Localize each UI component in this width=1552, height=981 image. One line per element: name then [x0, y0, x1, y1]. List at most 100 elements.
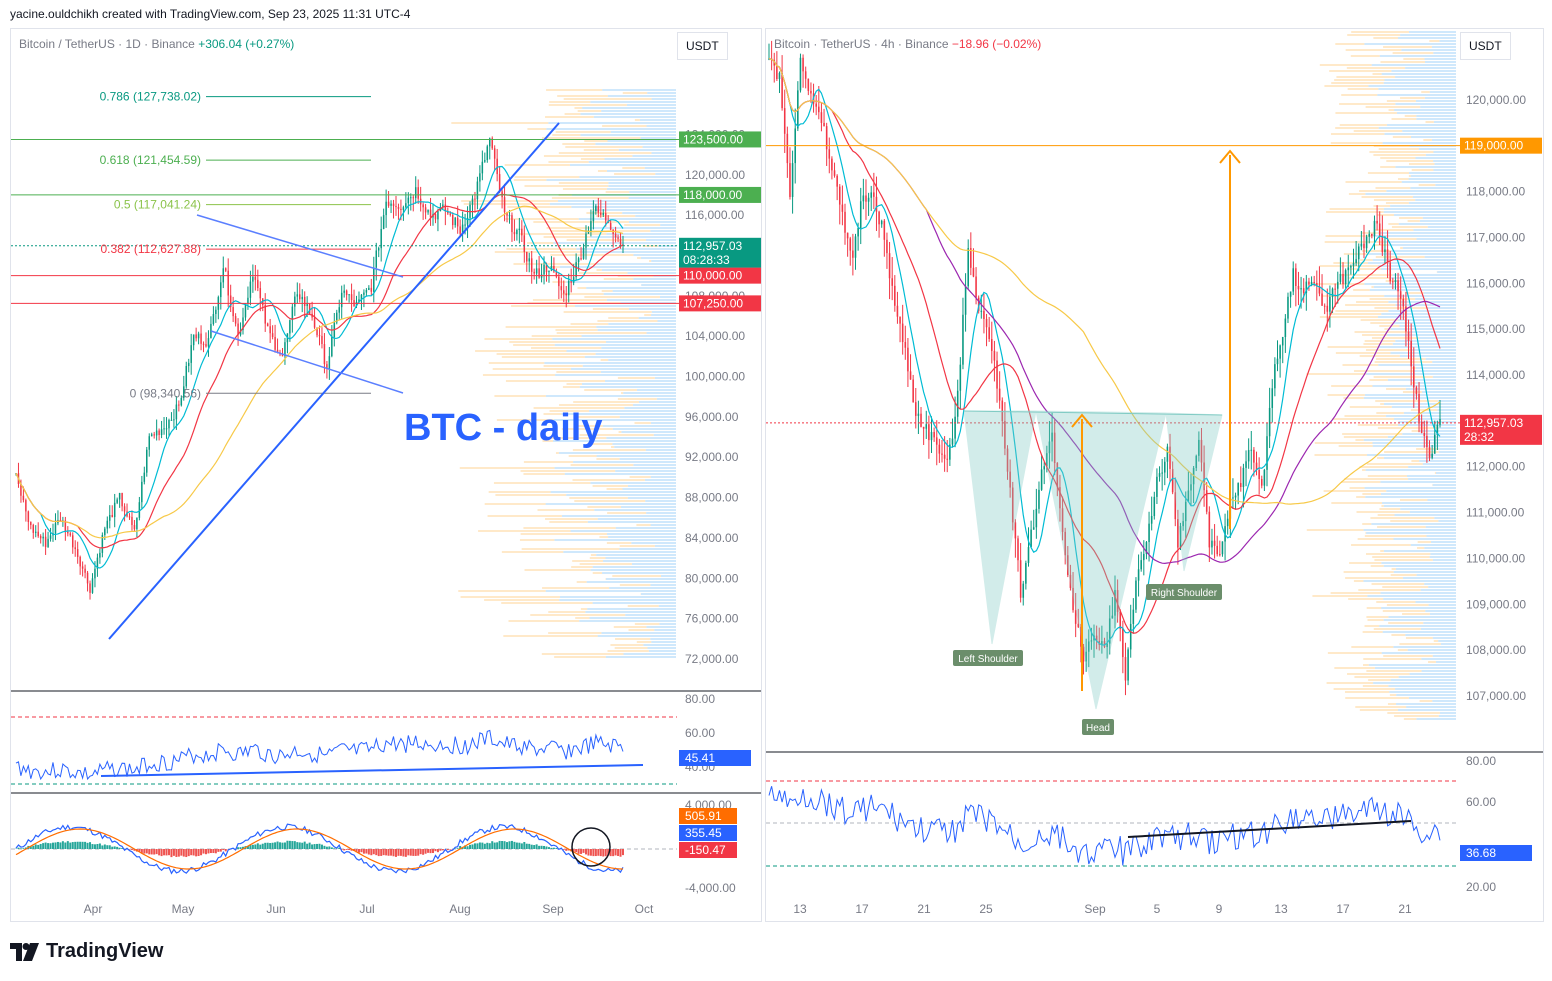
volume-profile-bar — [1386, 190, 1456, 192]
macd-histogram-bar — [34, 844, 37, 849]
candle-body — [1308, 281, 1310, 285]
macd-histogram-bar — [589, 849, 592, 856]
volume-profile-bar — [519, 233, 607, 235]
right-chart-svg[interactable]: 120,000.00118,000.00117,000.00116,000.00… — [766, 29, 1543, 921]
volume-profile-bar — [1425, 358, 1456, 360]
price-axis-tick: 112,000.00 — [1466, 460, 1525, 474]
candle-body — [94, 568, 96, 579]
volume-profile-bar — [1408, 466, 1456, 468]
volume-profile-bar — [1367, 595, 1456, 597]
volume-profile-bar — [592, 485, 628, 487]
volume-profile-bar — [1365, 349, 1411, 351]
time-axis-tick: 17 — [855, 902, 869, 916]
macd-histogram-bar — [402, 849, 405, 857]
volume-profile-bar — [1398, 676, 1456, 678]
macd-signal-line — [15, 828, 623, 870]
macd-histogram-bar — [584, 849, 587, 855]
volume-profile-bar — [543, 413, 562, 415]
candle-body — [1129, 623, 1132, 650]
volume-profile-bar — [1383, 82, 1456, 84]
candle-body — [592, 211, 595, 222]
candle-body — [1064, 531, 1066, 556]
candle-body — [786, 133, 789, 164]
volume-profile-bar — [1396, 694, 1456, 696]
volume-profile-bar — [1419, 220, 1456, 222]
volume-profile-bar — [576, 248, 676, 250]
volume-profile-bar — [548, 632, 602, 634]
candle-body — [862, 195, 865, 202]
volume-profile-bar — [1425, 526, 1456, 528]
volume-profile-bar — [1375, 400, 1438, 402]
volume-profile-bar — [1403, 718, 1417, 720]
price-label-text: 112,957.03 — [1464, 416, 1523, 430]
macd-histogram-bar — [276, 841, 279, 849]
macd-histogram-bar — [481, 842, 484, 849]
volume-profile-bar — [596, 455, 676, 457]
candle-body — [1048, 441, 1051, 454]
candle-body — [1397, 280, 1399, 292]
volume-profile-bar — [1366, 553, 1431, 555]
volume-profile-bar — [596, 458, 620, 460]
time-axis-tick: 5 — [1154, 902, 1161, 916]
candle-body — [1428, 447, 1431, 458]
macd-histogram-bar — [328, 846, 331, 849]
volume-profile-bar — [1382, 502, 1456, 504]
candle-body — [518, 228, 521, 231]
rsi-axis-tick: 20.00 — [1466, 880, 1496, 894]
volume-profile-bar — [555, 131, 611, 133]
candle-body — [587, 232, 590, 234]
candle-body — [1420, 421, 1423, 433]
volume-profile-bar — [623, 653, 676, 655]
candle-body — [1242, 467, 1245, 488]
left-chart-panel[interactable]: 124,000.00120,000.00116,000.00112,000.00… — [10, 28, 762, 922]
volume-profile-bar — [1408, 31, 1456, 33]
volume-profile-bar — [1366, 607, 1382, 609]
macd-histogram-bar — [281, 842, 284, 849]
candle-body — [1347, 267, 1350, 271]
left-chart-svg[interactable]: 124,000.00120,000.00116,000.00112,000.00… — [11, 29, 761, 921]
candle-body — [791, 163, 794, 197]
macd-histogram-bar — [330, 847, 333, 849]
volume-profile-bar — [607, 512, 647, 514]
volume-profile-bar — [1432, 655, 1456, 657]
macd-histogram-bar — [303, 841, 306, 849]
volume-profile-bar — [1434, 472, 1436, 474]
macd-histogram-bar — [399, 849, 402, 856]
macd-histogram-bar — [547, 847, 550, 849]
candle-body — [886, 239, 888, 254]
volume-profile-bar — [1387, 334, 1456, 336]
volume-profile-bar — [1416, 718, 1456, 720]
volume-profile-bar — [1361, 250, 1392, 252]
right-chart-panel[interactable]: 120,000.00 118,000.00 117,000.00 116,000.00… — [765, 28, 1544, 922]
moving-average-line — [768, 58, 1441, 634]
macd-histogram-bar — [530, 844, 533, 849]
volume-profile-bar — [1377, 427, 1439, 429]
volume-profile-bar — [636, 641, 652, 643]
volume-profile-bar — [574, 107, 583, 109]
volume-profile-bar — [606, 299, 676, 301]
volume-profile-bar — [1336, 76, 1396, 78]
tradingview-logo[interactable]: TradingView — [10, 940, 163, 963]
macd-histogram-bar — [446, 849, 449, 851]
candle-body — [1046, 453, 1048, 467]
volume-profile-bar — [1365, 496, 1456, 498]
volume-profile-bar — [1373, 244, 1388, 246]
volume-profile-bar — [1418, 184, 1436, 186]
right-currency-button[interactable]: USDT — [1460, 32, 1511, 60]
candle-body — [1260, 479, 1263, 486]
candle-body — [429, 209, 432, 218]
volume-profile-bar — [607, 95, 676, 97]
candle-body — [577, 258, 580, 263]
channel-line-upper — [196, 214, 404, 278]
volume-profile-bar — [589, 617, 676, 619]
volume-profile-bar — [1395, 688, 1456, 690]
volume-profile-bar — [549, 521, 588, 523]
volume-profile-bar — [1391, 250, 1456, 252]
volume-profile-bar — [554, 344, 676, 346]
volume-profile-bar — [1363, 664, 1369, 666]
volume-profile-bar — [1405, 637, 1433, 639]
volume-profile-bar — [546, 128, 676, 130]
volume-profile-bar — [1325, 235, 1373, 237]
volume-profile-bar — [1372, 259, 1456, 261]
left-currency-button[interactable]: USDT — [677, 32, 728, 60]
